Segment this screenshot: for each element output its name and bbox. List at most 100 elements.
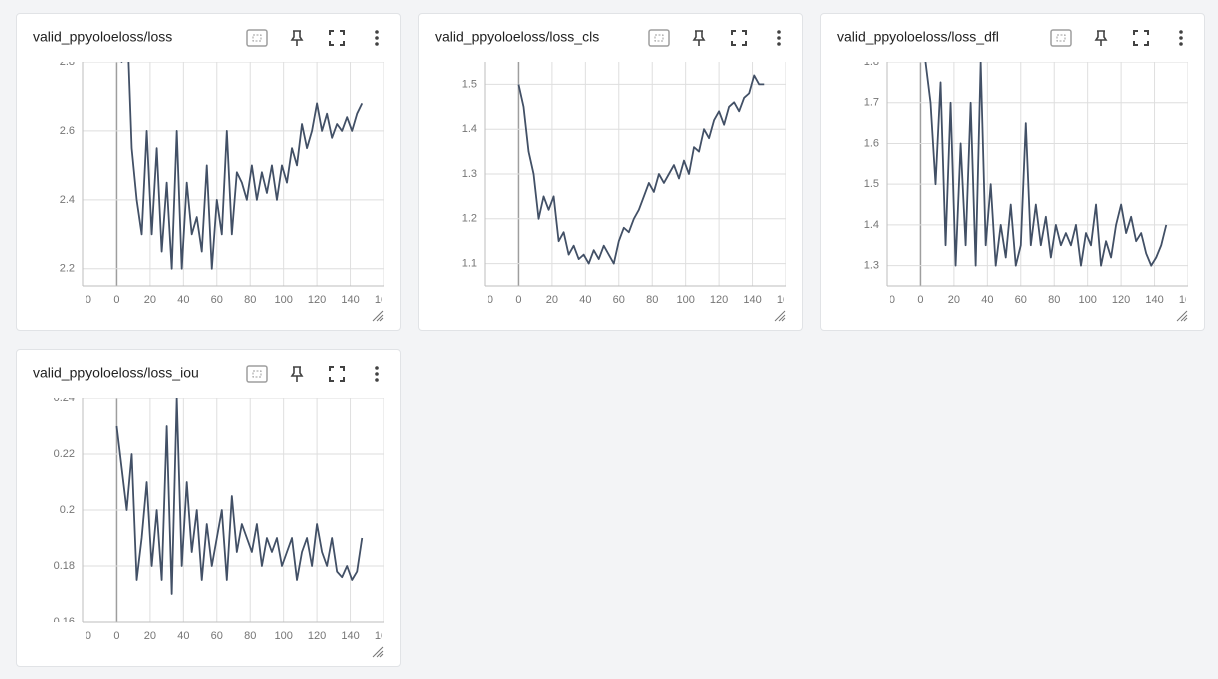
resize-handle-line [379,317,384,322]
more-button-part [375,36,379,40]
y-tick-label: 1.6 [864,137,879,149]
y-tick-labels: 1.3 1.4 1.5 1.6 1.7 1.8 [864,56,879,272]
y-tick-label: 1.7 [864,97,879,109]
more-button-part [1179,42,1183,46]
x-tick-label: 20 [546,294,558,306]
pin-button-part [692,30,706,46]
pin-button[interactable] [290,30,304,46]
chart-card: valid_ppyoloeloss/loss -20 0 20 40 60 80 100 120… [16,13,401,331]
resize-handle-line [372,310,384,322]
resize-handle-line [376,650,384,658]
x-tick-label: 20 [144,294,156,306]
x-tick-labels: -20 0 20 40 60 80 100 120 140 160 [86,630,382,642]
x-tick-label: 40 [177,630,189,642]
x-tick-label: 80 [646,294,658,306]
resize-handle[interactable] [372,646,384,658]
x-tick-label: 60 [211,294,223,306]
series-line [924,62,1168,267]
resize-handle-line [372,646,384,658]
x-tick-label: 40 [579,294,591,306]
x-tick-label: 120 [308,630,326,642]
more-button[interactable] [777,30,781,46]
chart: valid_ppyoloeloss/loss -20 0 20 40 60 80 100 120… [33,29,384,322]
resize-handle[interactable] [774,310,786,322]
x-tick-label: 100 [1078,294,1096,306]
pin-button-part [290,366,304,382]
resize-handle-line [781,317,786,322]
fit-domain-button-part [246,29,268,47]
resize-handle-line [774,310,786,322]
more-button[interactable] [375,30,379,46]
x-tick-label: 120 [308,294,326,306]
more-button-part [777,36,781,40]
more-button[interactable] [1179,30,1183,46]
x-tick-label: 40 [177,294,189,306]
x-tick-label: 60 [1015,294,1027,306]
fit-domain-button[interactable] [1050,29,1072,47]
more-button-part [375,378,379,382]
fit-domain-button[interactable] [246,365,268,383]
x-tick-label: -20 [879,294,895,306]
x-tick-label: 140 [341,630,359,642]
fullscreen-button[interactable] [329,30,345,46]
pin-button[interactable] [1094,30,1108,46]
fit-domain-button[interactable] [246,29,268,47]
x-tick-label: 80 [244,294,256,306]
series-line [517,74,765,265]
grid [887,62,1188,286]
x-tick-label: 100 [676,294,694,306]
x-tick-labels: -20 0 20 40 60 80 100 120 140 160 [75,294,382,306]
x-tick-label: 60 [613,294,625,306]
x-tick-label: 40 [981,294,993,306]
x-tick-label: 0 [917,294,923,306]
chart-card: valid_ppyoloeloss/loss_iou -20 0 20 40 60 80 10… [16,349,401,667]
fullscreen-button[interactable] [731,30,747,46]
x-tick-label: 100 [274,294,292,306]
x-tick-label: 80 [244,630,256,642]
y-tick-label: 2.4 [60,194,75,206]
fit-domain-button-part [252,370,262,378]
x-tick-label: -20 [75,294,91,306]
fullscreen-button[interactable] [329,366,345,382]
fit-domain-button-part [648,29,670,47]
chart: valid_ppyoloeloss/loss_dfl -20 0 20 40 60 80 10… [837,29,1188,322]
fit-domain-button-part [1050,29,1072,47]
more-button-part [777,30,781,34]
y-tick-label: 1.3 [864,260,879,272]
chart: valid_ppyoloeloss/loss_cls -20 0 20 40 60 80 10… [435,29,786,322]
x-tick-label: 20 [948,294,960,306]
series-line [120,62,364,270]
y-tick-labels: 2.2 2.4 2.6 2.8 [60,62,75,275]
fullscreen-button-part [329,30,345,46]
fullscreen-button-part [731,30,747,46]
pin-button[interactable] [290,366,304,382]
x-tick-label: 140 [743,294,761,306]
fullscreen-button-part [1133,30,1149,46]
resize-handle-line [379,653,384,658]
chart-title: valid_ppyoloeloss/loss_dfl [837,29,999,45]
x-tick-label: 140 [1145,294,1163,306]
fullscreen-button[interactable] [1133,30,1149,46]
y-tick-label: 1.5 [462,78,477,90]
more-button-part [375,30,379,34]
more-button-part [777,42,781,46]
x-tick-labels: -20 0 20 40 60 80 100 120 140 160 [879,294,1186,306]
x-tick-label: 0 [113,630,119,642]
resize-handle[interactable] [372,310,384,322]
pin-button[interactable] [692,30,706,46]
y-tick-label: 2.6 [60,125,75,137]
y-tick-label: 1.5 [864,178,879,190]
fit-domain-button-part [654,34,664,42]
fit-domain-button[interactable] [648,29,670,47]
more-button-part [1179,30,1183,34]
more-button-part [375,372,379,376]
more-button[interactable] [375,366,379,382]
resize-handle[interactable] [1176,310,1188,322]
y-tick-label: 1.4 [462,123,477,135]
fullscreen-button-part [329,366,345,382]
x-tick-label: 0 [113,294,119,306]
y-tick-label: 0.18 [54,560,75,572]
y-tick-label: 1.8 [864,56,879,68]
more-button-part [375,42,379,46]
